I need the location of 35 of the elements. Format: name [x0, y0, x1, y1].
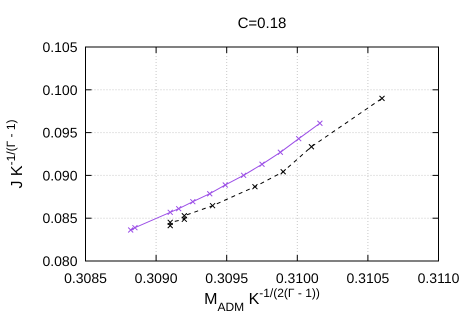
y-tick-label: 0.100 — [42, 82, 78, 98]
point — [240, 172, 247, 178]
point — [167, 219, 174, 226]
x-tick-label: 0.3105 — [346, 270, 390, 286]
point — [132, 224, 138, 231]
point — [259, 161, 265, 168]
point — [252, 184, 258, 190]
y-tick-label: 0.080 — [42, 253, 78, 269]
x-tick-label: 0.3095 — [205, 270, 248, 286]
x-tick-label: 0.3090 — [134, 270, 178, 286]
point — [308, 144, 314, 150]
point — [167, 222, 174, 229]
y-tick-label: 0.090 — [42, 167, 78, 184]
x-tick-label: 0.3085 — [64, 270, 108, 286]
x-axis-title: M$_{ADM}$ K$^{-1/(2(Γ - 1))}$ — [204, 286, 320, 314]
y-tick-label: 0.095 — [42, 124, 78, 141]
point — [181, 216, 188, 222]
chart-title: C=0.18 — [238, 15, 286, 32]
point — [277, 149, 284, 156]
point — [210, 202, 216, 209]
point — [190, 198, 196, 205]
point — [206, 190, 213, 197]
point — [296, 136, 302, 142]
y-tick-label: 0.085 — [42, 210, 78, 226]
point — [167, 209, 174, 216]
point — [280, 168, 286, 175]
point — [181, 212, 188, 219]
point — [222, 182, 228, 188]
x-tick-label: 0.3110 — [418, 270, 460, 286]
point — [316, 120, 323, 126]
point — [379, 95, 386, 102]
point — [176, 206, 182, 212]
y-tick-label: 0.105 — [42, 39, 78, 55]
x-tick-label: 0.3100 — [276, 270, 319, 286]
point — [128, 227, 134, 234]
